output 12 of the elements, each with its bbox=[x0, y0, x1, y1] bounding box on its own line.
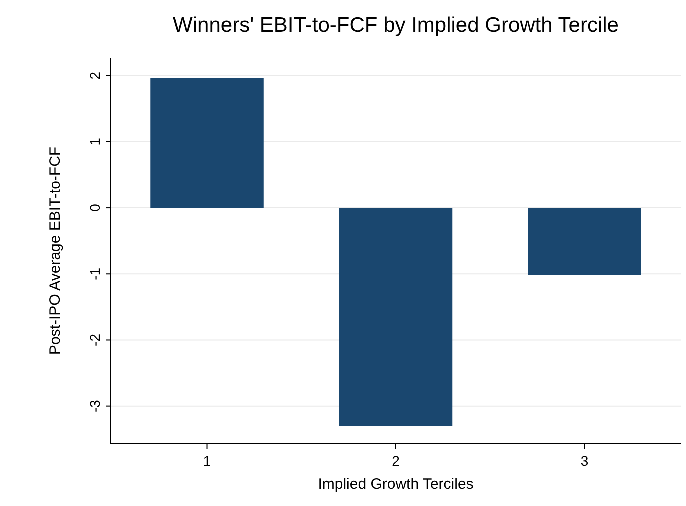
y-tick-label: 0 bbox=[87, 204, 103, 212]
y-tick-label: -3 bbox=[87, 400, 103, 413]
x-tick-label: 3 bbox=[580, 453, 589, 469]
y-tick-label: 2 bbox=[87, 72, 103, 80]
y-tick-label: -1 bbox=[87, 268, 103, 280]
x-tick-label: 1 bbox=[203, 453, 212, 469]
y-tick-label: -2 bbox=[87, 334, 103, 346]
x-axis-title: Implied Growth Terciles bbox=[318, 476, 474, 493]
x-tick-label: 2 bbox=[392, 453, 400, 469]
y-axis-title: Post-IPO Average EBIT-to-FCF bbox=[47, 146, 64, 356]
y-tick-label: 1 bbox=[87, 138, 103, 146]
chart-title: Winners' EBIT-to-FCF by Implied Growth Tercile bbox=[173, 14, 619, 37]
